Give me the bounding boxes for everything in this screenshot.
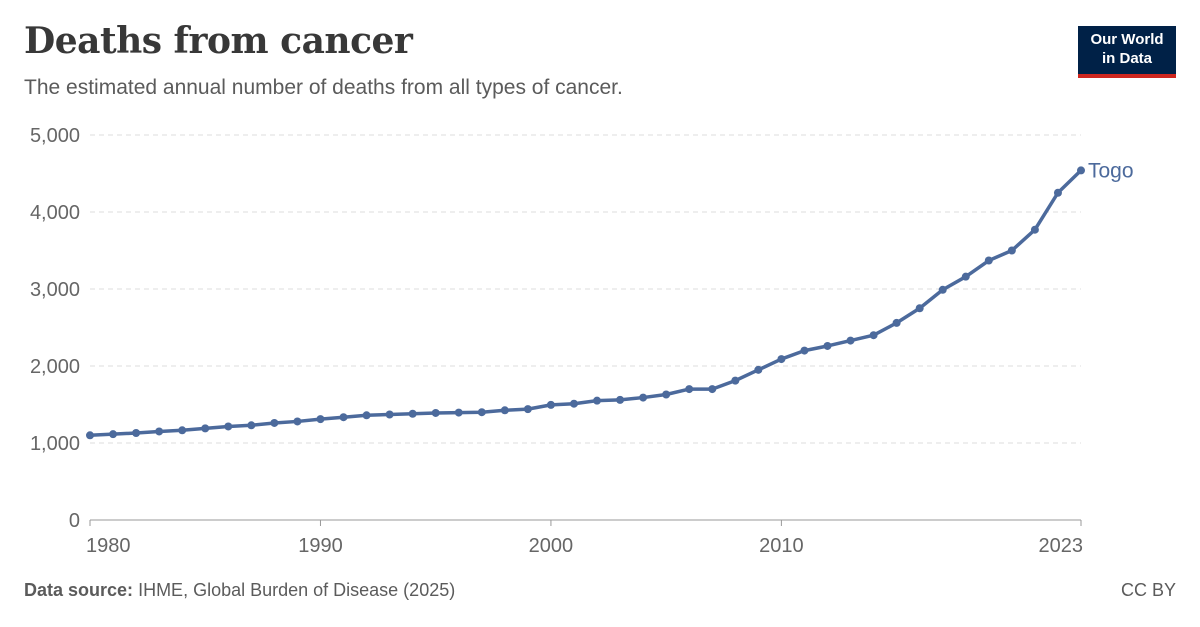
data-point <box>1007 246 1016 255</box>
data-source: Data source: IHME, Global Burden of Dise… <box>24 580 455 601</box>
data-point <box>247 421 256 430</box>
data-point <box>754 365 763 374</box>
chart-title: Deaths from cancer <box>24 20 413 62</box>
grid-lines <box>90 134 1081 444</box>
data-point <box>500 406 509 415</box>
y-tick-label: 2,000 <box>30 356 80 378</box>
data-point <box>731 376 740 385</box>
data-point <box>869 331 878 340</box>
data-point <box>339 413 348 422</box>
data-point <box>155 427 164 436</box>
data-point <box>800 346 809 355</box>
data-point <box>86 431 94 440</box>
data-point <box>569 399 578 408</box>
y-axis-ticks: 0 1,000 2,000 3,000 4,000 5,000 <box>30 125 80 532</box>
data-point <box>616 395 625 404</box>
data-point <box>1030 225 1039 234</box>
data-point <box>593 396 602 405</box>
data-point <box>938 285 947 294</box>
data-point <box>823 341 832 350</box>
chart-subtitle: The estimated annual number of deaths fr… <box>24 76 623 99</box>
series-label-togo: Togo <box>1088 159 1134 182</box>
data-point <box>454 408 463 417</box>
x-tick-label: 1990 <box>298 535 343 557</box>
data-point <box>708 385 717 394</box>
data-point <box>523 405 532 414</box>
data-point <box>1077 166 1085 175</box>
data-point <box>846 336 855 345</box>
data-point <box>984 256 993 265</box>
x-tick-label: 2000 <box>529 535 574 557</box>
data-point <box>431 408 440 417</box>
x-tick-label: 1980 <box>86 535 131 557</box>
data-point <box>477 408 486 417</box>
data-point <box>408 409 417 418</box>
series-line-togo <box>88 168 1083 438</box>
x-tick-label: 2023 <box>1039 535 1084 557</box>
data-point <box>892 318 901 327</box>
data-point <box>201 424 210 433</box>
data-point <box>777 355 786 364</box>
data-point <box>685 385 694 394</box>
data-point <box>293 417 302 426</box>
x-axis: 1980 1990 2000 2010 2023 <box>86 519 1084 557</box>
data-point <box>546 400 555 409</box>
data-point <box>362 411 371 420</box>
owid-logo[interactable]: Our World in Data <box>1078 26 1176 78</box>
data-point <box>639 393 648 402</box>
data-point <box>132 428 141 437</box>
data-point <box>915 304 924 313</box>
x-tick-label: 2010 <box>759 535 804 557</box>
data-point <box>961 272 970 281</box>
data-point <box>662 390 671 399</box>
y-tick-label: 4,000 <box>30 202 80 224</box>
y-tick-label: 1,000 <box>30 433 80 455</box>
y-tick-label: 0 <box>69 510 80 532</box>
data-point <box>385 410 394 419</box>
data-point <box>109 430 118 439</box>
series-layer: Togo <box>86 159 1134 440</box>
data-point <box>270 418 279 427</box>
data-point <box>224 422 233 431</box>
license-link[interactable]: CC BY <box>1120 580 1176 600</box>
logo-line-2: in Data <box>1101 50 1152 67</box>
data-point <box>1053 188 1062 197</box>
data-point <box>316 415 325 424</box>
y-tick-label: 5,000 <box>30 125 80 147</box>
y-tick-label: 3,000 <box>30 279 80 301</box>
data-source-label: Data source: <box>24 580 134 600</box>
data-source-text[interactable]: IHME, Global Burden of Disease (2025) <box>138 580 456 600</box>
data-point <box>178 426 187 435</box>
logo-line-1: Our World <box>1090 31 1164 48</box>
